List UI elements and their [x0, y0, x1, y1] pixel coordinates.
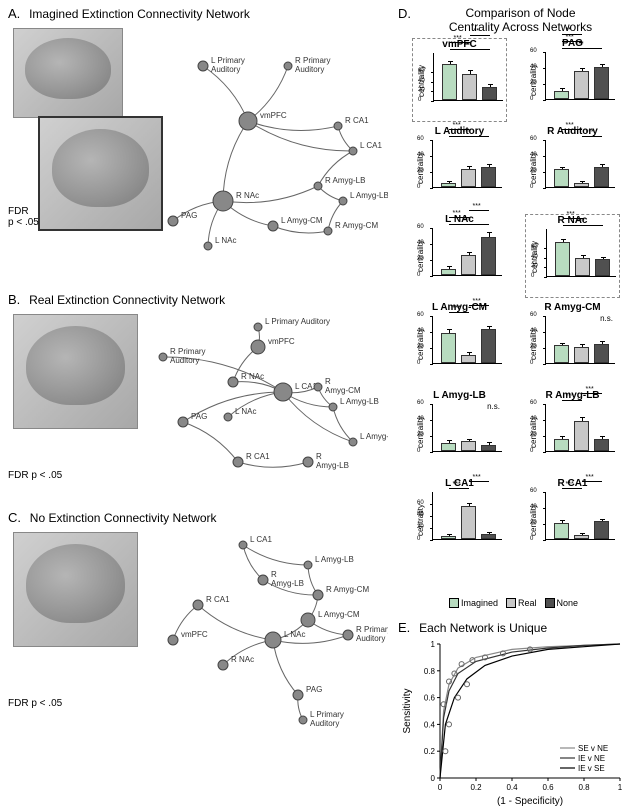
legend-label: None — [557, 598, 579, 608]
centrality-chart: L CA1centrality0204060****** — [412, 478, 507, 562]
svg-text:Auditory: Auditory — [295, 65, 324, 74]
svg-text:Amyg-LB: Amyg-LB — [271, 579, 304, 588]
svg-text:0.6: 0.6 — [424, 694, 436, 703]
svg-text:L Primary Auditory: L Primary Auditory — [265, 317, 330, 326]
svg-text:vmPFC: vmPFC — [268, 337, 295, 346]
svg-text:R CA1: R CA1 — [206, 595, 230, 604]
svg-text:0.2: 0.2 — [424, 747, 436, 756]
svg-text:R NAc: R NAc — [241, 372, 264, 381]
panel-e: E. Each Network is Unique 0 0.2 0.4 0.6 0.8 1… — [398, 620, 630, 810]
svg-text:IE v SE: IE v SE — [578, 764, 605, 773]
chart-title: R Amyg-CM — [525, 302, 620, 313]
legend-swatch — [545, 598, 555, 608]
centrality-chart: L Auditorycentrality0204060****** — [412, 126, 507, 210]
svg-text:R Primary: R Primary — [356, 625, 388, 634]
panel-a: A. Imagined Extinction Connectivity Netw… — [8, 6, 388, 286]
centrality-chart: R Auditorycentrality0204060****** — [525, 126, 620, 210]
network-c: L CA1R CA1vmPFCR NAcL NAcPAGL PrimaryAud… — [8, 510, 388, 740]
svg-text:0.4: 0.4 — [424, 720, 436, 729]
centrality-chart: L Amyg-CMcentrality0204060****** — [412, 302, 507, 386]
svg-text:Auditory: Auditory — [356, 634, 385, 643]
svg-text:0: 0 — [438, 783, 443, 792]
svg-text:L Amyg-CM: L Amyg-CM — [281, 216, 323, 225]
centrality-chart: L Amyg-LBcentrality0204060n.s. — [412, 390, 507, 474]
svg-text:L CA1: L CA1 — [250, 535, 272, 544]
panel-e-label: E. — [398, 620, 410, 635]
svg-text:0.8: 0.8 — [578, 783, 590, 792]
panel-d: D. Comparison of Node Centrality Across … — [398, 6, 630, 38]
svg-text:Amyg-LB: Amyg-LB — [316, 461, 349, 470]
panel-d-label: D. — [398, 6, 411, 21]
centrality-chart: PAGcentrality0204060******** — [525, 38, 620, 122]
svg-text:L Primary: L Primary — [310, 710, 344, 719]
svg-text:PAG: PAG — [181, 211, 197, 220]
svg-text:L CA1: L CA1 — [360, 141, 382, 150]
panel-e-title: Each Network is Unique — [419, 621, 547, 635]
svg-text:0.4: 0.4 — [506, 783, 518, 792]
roc-chart: 00.20.40.60.8100.20.40.60.81SE v NEIE v … — [398, 636, 630, 808]
centrality-chart: R CA1centrality0204060****** — [525, 478, 620, 562]
centrality-chart: vmPFCcentrality0204060******** — [412, 38, 507, 122]
svg-text:vmPFC: vmPFC — [181, 630, 208, 639]
svg-text:Auditory: Auditory — [211, 65, 240, 74]
network-b: vmPFC L Primary Auditory R PrimaryAuditory… — [8, 292, 388, 502]
legend-label: Imagined — [461, 598, 498, 608]
svg-text:R NAc: R NAc — [236, 191, 259, 200]
centrality-chart: R NAccentrality0204060****** — [525, 214, 620, 298]
svg-text:0.8: 0.8 — [424, 667, 436, 676]
centrality-chart: R Amyg-CMcentrality0204060n.s. — [525, 302, 620, 386]
svg-text:L NAc: L NAc — [215, 236, 237, 245]
svg-text:R CA1: R CA1 — [246, 452, 270, 461]
svg-text:R: R — [325, 377, 331, 386]
svg-text:Auditory: Auditory — [170, 356, 199, 365]
svg-text:SE v NE: SE v NE — [578, 744, 608, 753]
svg-text:L Amyg-CM: L Amyg-CM — [318, 610, 360, 619]
svg-text:R Primary: R Primary — [295, 56, 331, 65]
chart-title: L Amyg-LB — [412, 390, 507, 401]
svg-text:1: 1 — [431, 640, 436, 649]
svg-text:0: 0 — [431, 774, 436, 783]
svg-text:R Amyg-CM: R Amyg-CM — [326, 585, 369, 594]
svg-text:L NAc: L NAc — [284, 630, 306, 639]
legend-swatch — [506, 598, 516, 608]
svg-text:L NAc: L NAc — [235, 407, 257, 416]
svg-text:R: R — [316, 452, 322, 461]
svg-text:L Primary: L Primary — [211, 56, 245, 65]
svg-text:(1 - Specificity): (1 - Specificity) — [497, 796, 563, 807]
svg-text:0.2: 0.2 — [470, 783, 482, 792]
svg-text:Sensitivity: Sensitivity — [402, 688, 413, 733]
panel-c: C. No Extinction Connectivity Network FD… — [8, 510, 388, 740]
centrality-chart: L NAccentrality0204060********* — [412, 214, 507, 298]
svg-text:R Amyg-CM: R Amyg-CM — [335, 221, 378, 230]
svg-text:R: R — [271, 570, 277, 579]
legend-d: Imagined Real None — [410, 598, 625, 609]
svg-text:R NAc: R NAc — [231, 655, 254, 664]
svg-text:R Amyg-LB: R Amyg-LB — [325, 176, 365, 185]
legend-label: Real — [518, 598, 537, 608]
panel-b: B. Real Extinction Connectivity Network … — [8, 292, 388, 502]
svg-text:R CA1: R CA1 — [345, 116, 369, 125]
svg-text:PAG: PAG — [306, 685, 322, 694]
svg-text:vmPFC: vmPFC — [260, 111, 287, 120]
legend-swatch — [449, 598, 459, 608]
network-a: vmPFCR NAcL NAcPAGL PrimaryAuditoryR Pri… — [8, 6, 388, 286]
svg-text:R Primary: R Primary — [170, 347, 206, 356]
svg-text:L Amyg-LB: L Amyg-LB — [315, 555, 354, 564]
svg-text:0.6: 0.6 — [542, 783, 554, 792]
y-axis-label: centrality — [416, 504, 425, 536]
svg-text:1: 1 — [618, 783, 623, 792]
svg-text:IE v NE: IE v NE — [578, 754, 605, 763]
centrality-chart: R Amyg-LBcentrality0204060****** — [525, 390, 620, 474]
svg-text:L Amyg-LB: L Amyg-LB — [350, 191, 388, 200]
svg-text:Amyg-CM: Amyg-CM — [325, 386, 361, 395]
svg-text:PAG: PAG — [191, 412, 207, 421]
svg-text:L Amyg-CM: L Amyg-CM — [360, 432, 388, 441]
svg-text:Auditory: Auditory — [310, 719, 339, 728]
svg-text:L Amyg-LB: L Amyg-LB — [340, 397, 379, 406]
